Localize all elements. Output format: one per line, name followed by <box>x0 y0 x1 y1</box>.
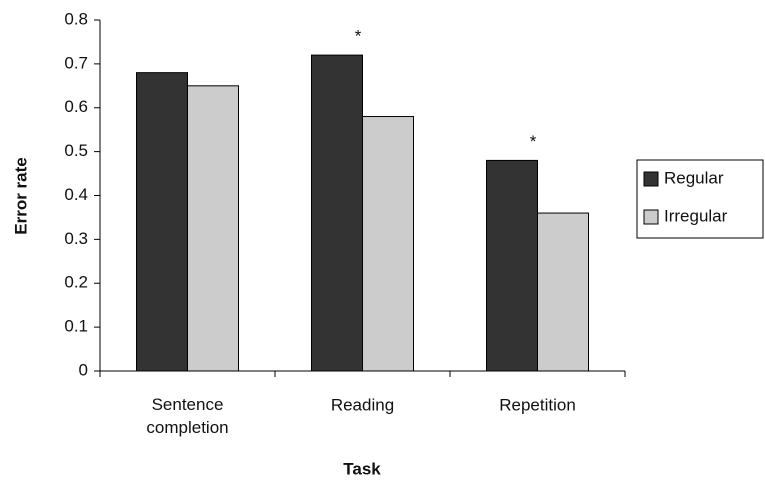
y-axis-label: Error rate <box>11 157 30 234</box>
bar <box>136 72 188 372</box>
bar <box>537 212 589 372</box>
significance-marker: * <box>530 132 537 151</box>
y-tick-label: 0.3 <box>64 229 88 248</box>
y-tick-label: 0.1 <box>64 317 88 336</box>
y-tick-label: 0.4 <box>64 185 88 204</box>
legend-swatch <box>643 171 659 187</box>
y-tick-label: 0.5 <box>64 141 88 160</box>
x-axis-label: Task <box>343 459 381 478</box>
x-tick-label: Sentence completion <box>146 395 228 437</box>
bar <box>486 159 538 372</box>
y-tick-label: 0 <box>79 360 88 379</box>
y-tick-label: 0.6 <box>64 97 88 116</box>
y-tick-label: 0.8 <box>64 9 88 28</box>
significance-marker: * <box>355 27 362 46</box>
bar <box>362 116 414 372</box>
x-tick-label: Reading <box>331 395 394 414</box>
bar <box>187 85 239 372</box>
bar <box>311 54 363 372</box>
legend-swatch <box>643 209 659 225</box>
x-tick-label: Repetition <box>499 395 576 414</box>
legend-label: Irregular <box>664 206 728 225</box>
y-tick-label: 0.7 <box>64 53 88 72</box>
legend-label: Regular <box>664 168 724 187</box>
y-tick-label: 0.2 <box>64 273 88 292</box>
